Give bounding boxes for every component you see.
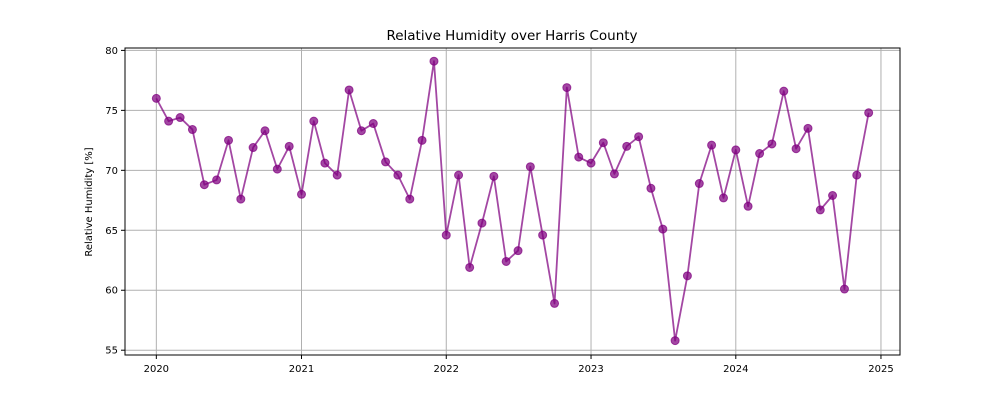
data-point — [646, 183, 656, 193]
data-point — [682, 271, 692, 281]
data-point — [368, 119, 378, 129]
data-point — [501, 256, 511, 266]
data-point — [803, 123, 813, 133]
data-point — [767, 139, 777, 149]
data-point — [755, 149, 765, 159]
grid-layer — [125, 48, 900, 355]
data-point — [284, 141, 294, 151]
x-tick-label: 2022 — [434, 364, 459, 375]
data-point — [828, 191, 838, 200]
data-point — [598, 138, 608, 148]
y-tick-label: 75 — [105, 106, 118, 117]
series-layer — [151, 56, 874, 346]
series-line — [155, 60, 870, 342]
axes-layer — [124, 47, 901, 356]
data-point — [743, 201, 753, 211]
data-point — [356, 126, 366, 136]
data-point — [525, 162, 535, 172]
data-point — [694, 179, 704, 189]
data-point — [513, 246, 523, 256]
data-point — [609, 169, 619, 179]
data-point — [224, 135, 234, 145]
data-point — [707, 140, 717, 150]
plot-frame — [124, 47, 901, 356]
data-point — [622, 141, 632, 151]
data-point — [550, 298, 560, 308]
data-point — [562, 83, 572, 93]
data-point — [779, 86, 789, 96]
y-tick-label: 55 — [105, 346, 118, 357]
data-point — [658, 224, 668, 234]
data-point — [212, 175, 222, 185]
data-point — [465, 262, 475, 272]
tick-layer: 2020 2021 2022 2023 2024 2025 55 60 65 70 75 80 — [105, 46, 893, 375]
y-axis-label: Relative Humidity [%] — [84, 147, 95, 256]
data-point — [839, 284, 849, 294]
x-tick-label: 2025 — [868, 364, 893, 375]
data-point — [477, 218, 487, 228]
data-point — [429, 56, 439, 66]
data-point — [381, 157, 391, 167]
data-point — [417, 135, 427, 145]
x-tick-label: 2024 — [723, 364, 748, 375]
data-point — [538, 230, 548, 240]
x-tick-label: 2020 — [144, 364, 169, 375]
data-point — [332, 170, 342, 180]
data-point — [731, 145, 741, 155]
data-point — [864, 108, 874, 118]
data-point — [272, 164, 282, 174]
data-point — [852, 170, 862, 180]
y-tick-label: 80 — [105, 46, 118, 57]
data-point — [574, 152, 584, 162]
data-point — [164, 116, 174, 126]
data-point — [199, 180, 209, 190]
x-tick-label: 2023 — [578, 364, 603, 375]
data-point — [297, 189, 306, 199]
data-point — [151, 93, 161, 103]
data-point — [719, 193, 728, 203]
data-point — [670, 336, 680, 346]
x-tick-label: 2021 — [289, 364, 314, 375]
data-point — [791, 144, 801, 154]
y-tick-label: 70 — [105, 166, 118, 177]
data-point — [489, 171, 499, 181]
data-point — [634, 132, 644, 142]
data-point — [815, 205, 825, 215]
data-point — [393, 170, 403, 180]
data-point — [260, 126, 270, 136]
data-point — [248, 143, 258, 153]
chart-title: Relative Humidity over Harris County — [386, 28, 637, 44]
data-point — [187, 125, 197, 135]
data-point — [586, 158, 596, 168]
data-point — [175, 113, 185, 123]
data-point — [344, 85, 354, 95]
y-tick-label: 65 — [105, 226, 118, 237]
data-point — [320, 158, 330, 168]
data-point — [454, 170, 464, 180]
data-point — [441, 230, 451, 240]
data-point — [236, 194, 246, 204]
data-point — [309, 116, 319, 126]
data-point — [405, 194, 415, 204]
y-tick-label: 60 — [105, 286, 118, 297]
